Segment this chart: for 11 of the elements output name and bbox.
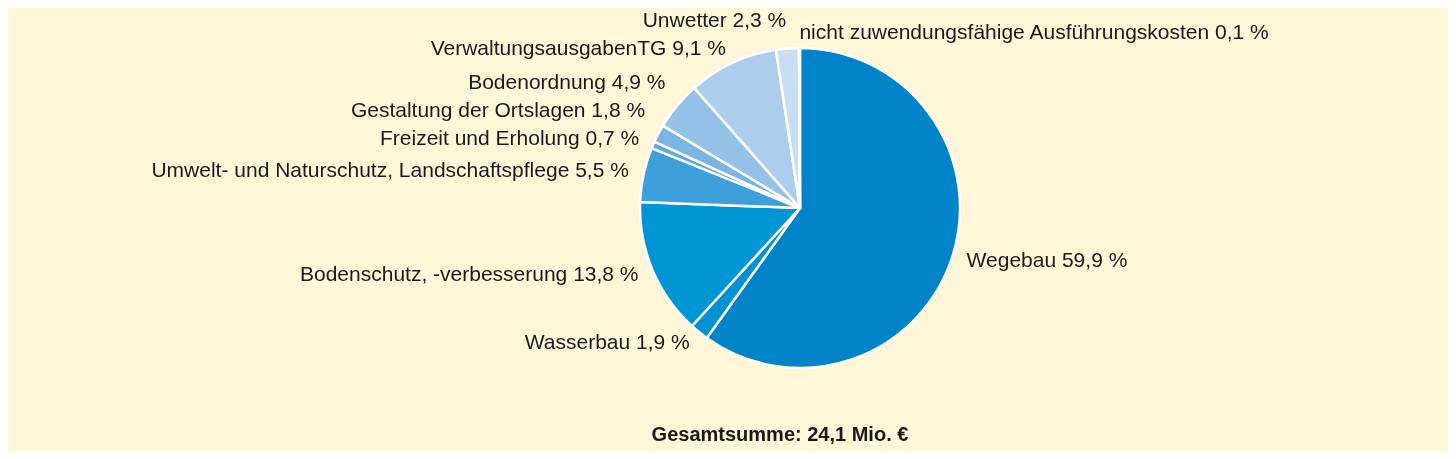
slice-label: Wegebau 59,9 % (966, 248, 1128, 272)
slice-label: Umwelt- und Naturschutz, Landschaftspflege 5,5 % (151, 157, 629, 181)
text: Gesamtsumme: 24,1 Mio. € (651, 423, 909, 445)
slice-label: Bodenschutz, -verbesserung 13,8 % (299, 262, 639, 286)
slice-label: Bodenordnung 4,9 % (468, 69, 666, 93)
slice-label: Gestaltung der Ortslagen 1,8 % (350, 97, 646, 121)
slice-label: Freizeit und Erholung 0,7 % (380, 125, 640, 149)
slice-label: Wasserbau 1,9 % (524, 330, 690, 354)
slice-label: VerwaltungsausgabenTG 9,1 % (430, 35, 726, 59)
slice-label: Unwetter 2,3 % (642, 7, 787, 31)
slice-label: nicht zuwendungsfähige Ausführungskosten 0,1 % (799, 19, 1269, 43)
